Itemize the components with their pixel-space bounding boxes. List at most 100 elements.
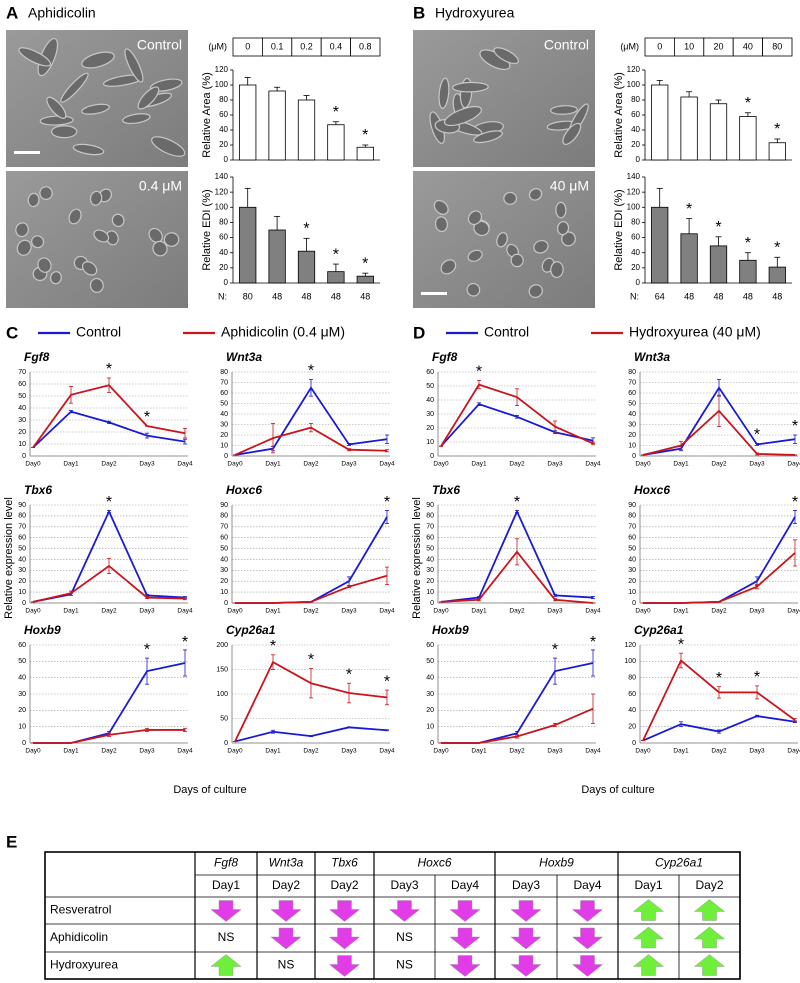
explant <box>18 47 52 67</box>
significance: * <box>552 641 558 658</box>
y-tick-label: 70 <box>426 524 434 531</box>
y-tick-label: 0 <box>430 453 434 460</box>
explant <box>151 136 186 157</box>
panel-letter: D <box>413 323 425 342</box>
explant <box>528 284 543 299</box>
y-tick-label: 80 <box>631 218 640 227</box>
bar <box>297 99 316 161</box>
y-tick-label: 30 <box>426 411 434 418</box>
explant <box>51 125 78 139</box>
y-tick-label: 80 <box>628 513 636 520</box>
y-tick-label: 20 <box>219 263 228 272</box>
n-value: 48 <box>743 291 753 301</box>
x-tick-label: Day1 <box>63 608 79 615</box>
explant <box>15 222 29 238</box>
n-value: 48 <box>684 291 694 301</box>
y-tick-label: 100 <box>215 202 229 211</box>
up-arrow <box>693 926 726 949</box>
y-tick-label: 80 <box>18 513 26 520</box>
explant <box>89 277 104 293</box>
y-tick-label: 90 <box>628 502 636 509</box>
n-value: 48 <box>331 291 341 301</box>
significance: * <box>333 246 339 263</box>
y-tick-label: 50 <box>220 400 228 407</box>
bar <box>327 124 345 161</box>
explant <box>31 235 45 249</box>
scale-bar <box>14 151 40 154</box>
y-tick-label: 20 <box>631 140 640 149</box>
y-tick-label: 140 <box>215 172 229 181</box>
y-tick-label: 150 <box>216 666 228 673</box>
day-header: Day3 <box>512 878 540 892</box>
chart-title: Hoxb9 <box>24 623 61 637</box>
y-tick-label: 100 <box>215 80 229 89</box>
x-tick-label: Day4 <box>787 461 800 468</box>
y-tick-label: 50 <box>426 383 434 390</box>
x-tick-label: Day3 <box>341 608 357 615</box>
explant <box>49 271 62 285</box>
y-tick-label: 60 <box>628 691 636 698</box>
image-label: 40 μM <box>550 178 589 194</box>
explant <box>503 191 518 205</box>
y-tick-label: 40 <box>426 675 434 682</box>
y-tick-label: 0 <box>224 740 228 747</box>
n-label: N: <box>218 291 227 301</box>
x-tick-label: Day0 <box>635 748 651 755</box>
series-line <box>235 516 388 604</box>
x-tick-label: Day2 <box>509 461 525 468</box>
x-tick-label: Day0 <box>433 608 449 615</box>
y-tick-label: 20 <box>426 425 434 432</box>
y-tick-label: 50 <box>220 545 228 552</box>
down-arrow <box>510 955 542 977</box>
down-arrow <box>328 927 361 950</box>
concentration: 20 <box>713 41 723 51</box>
y-tick-label: 80 <box>631 95 640 104</box>
day-header: Day2 <box>272 878 300 892</box>
y-tick-label: 10 <box>426 589 434 596</box>
y-tick-label: 20 <box>628 578 636 585</box>
y-tick-label: 80 <box>628 369 636 376</box>
y-tick-label: 40 <box>426 397 434 404</box>
y-tick-label: 40 <box>628 707 636 714</box>
down-arrow <box>328 955 361 977</box>
y-tick-label: 10 <box>18 589 26 596</box>
concentration: 0.4 <box>330 41 343 51</box>
down-arrow <box>571 955 604 977</box>
n-value: 48 <box>713 291 723 301</box>
x-tick-label: Day0 <box>25 608 41 615</box>
n-value: 48 <box>301 291 311 301</box>
x-tick-label: Day3 <box>341 461 357 468</box>
explant <box>556 221 570 236</box>
down-arrow <box>449 955 481 977</box>
bar <box>268 90 286 161</box>
x-tick-label: Day4 <box>177 461 193 468</box>
gene-header: Wnt3a <box>269 856 304 870</box>
bar <box>768 142 786 161</box>
y-tick-label: 40 <box>18 556 26 563</box>
y-tick-label: 60 <box>18 642 26 649</box>
y-tick-label: 60 <box>18 535 26 542</box>
down-arrow <box>510 927 542 950</box>
explant <box>81 51 115 69</box>
y-tick-label: 70 <box>628 524 636 531</box>
bar <box>239 206 257 284</box>
y-tick-label: 30 <box>426 567 434 574</box>
panel-title: Hydroxyurea <box>435 5 515 21</box>
significance: * <box>333 104 339 121</box>
bar <box>356 275 374 284</box>
y-tick-label: 0 <box>224 155 229 164</box>
explant <box>550 261 564 279</box>
y-tick-label: 20 <box>628 432 636 439</box>
table-cell: NS <box>396 930 413 944</box>
image-label: Control <box>137 37 182 53</box>
down-arrow <box>449 927 481 950</box>
series-line <box>643 516 796 604</box>
chart-title: Hoxb9 <box>432 623 469 637</box>
table-cell: NS <box>278 958 295 972</box>
y-tick-label: 80 <box>426 513 434 520</box>
explant <box>528 188 543 201</box>
bar <box>680 233 698 284</box>
y-tick-label: 30 <box>628 567 636 574</box>
bar <box>768 266 786 284</box>
x-tick-label: Day3 <box>547 608 563 615</box>
